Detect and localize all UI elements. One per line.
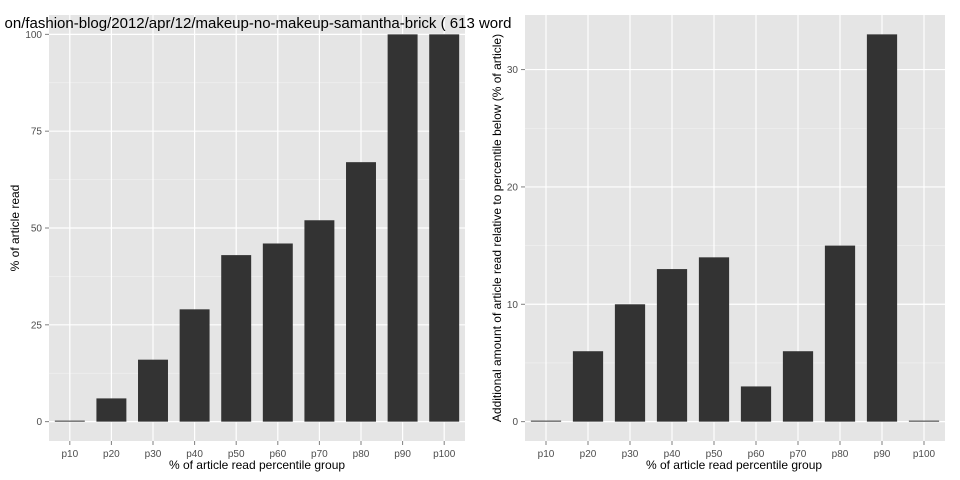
left-y-tick-label: 75 — [31, 127, 43, 138]
right-x-tick-label-p80: p80 — [832, 449, 849, 460]
right-bar-p90 — [866, 34, 898, 422]
left-y-axis-title: % of article read — [8, 185, 22, 272]
left-bar-p40 — [179, 309, 210, 422]
left-y-tick-label: 25 — [31, 320, 43, 331]
left-bar-p70 — [304, 220, 335, 422]
left-x-tick-label-p90: p90 — [394, 449, 411, 460]
left-x-tick-label-p100: p100 — [433, 449, 456, 460]
left-bar-p80 — [346, 162, 376, 422]
right-x-tick-label-p30: p30 — [622, 449, 639, 460]
left-bar-p20 — [96, 398, 127, 422]
right-bar-p50 — [698, 257, 730, 422]
left-bar-p50 — [221, 255, 252, 422]
left-chart-title: on/fashion-blog/2012/apr/12/makeup-no-ma… — [5, 15, 512, 32]
right-bar-p10 — [530, 420, 562, 422]
right-x-tick-labels: p10 p20 p30 p40 p50 p60 p70 p80 p90 p100 — [538, 449, 936, 460]
right-x-tick-label-p40: p40 — [664, 449, 681, 460]
right-bar-p40 — [656, 269, 688, 422]
left-bar-p100 — [429, 34, 460, 422]
right-y-tick-label: 0 — [512, 417, 518, 428]
right-bar-p80 — [824, 245, 856, 422]
right-y-tick-label: 10 — [507, 300, 519, 311]
left-x-tick-label-p30: p30 — [145, 449, 162, 460]
right-bar-p60 — [740, 386, 772, 422]
left-x-tick-label-p70: p70 — [311, 449, 328, 460]
left-bars — [54, 34, 460, 422]
right-x-tick-label-p20: p20 — [580, 449, 597, 460]
left-x-tick-label-p40: p40 — [186, 449, 203, 460]
right-y-tick-labels: 0 10 20 30 — [507, 65, 519, 428]
right-y-axis-title: Additional amount of article read relati… — [490, 34, 504, 422]
left-x-tick-label-p20: p20 — [103, 449, 120, 460]
right-y-tick-label: 30 — [507, 65, 519, 76]
left-y-tick-label: 100 — [25, 30, 42, 41]
left-x-tick-label-p50: p50 — [228, 449, 245, 460]
right-bar-p70 — [782, 351, 814, 422]
left-y-tick-label: 0 — [36, 417, 42, 428]
right-bars — [530, 34, 940, 422]
right-x-tick-label-p70: p70 — [790, 449, 807, 460]
right-x-tick-label-p100: p100 — [913, 449, 936, 460]
left-x-tick-label-p10: p10 — [61, 449, 78, 460]
left-bar-p60 — [262, 243, 293, 422]
left-y-tick-labels: 0 25 50 75 100 — [25, 30, 42, 428]
left-x-tick-label-p80: p80 — [353, 449, 370, 460]
left-bar-p90 — [387, 34, 418, 422]
left-x-tick-labels: p10 p20 p30 p40 p50 p60 p70 p80 p90 p100 — [61, 449, 455, 460]
left-y-tick-label: 50 — [31, 224, 43, 235]
left-bar-p30 — [138, 359, 168, 422]
right-bar-p100 — [908, 420, 940, 422]
right-x-tick-label-p60: p60 — [748, 449, 765, 460]
left-x-tick-label-p60: p60 — [269, 449, 286, 460]
right-x-tick-label-p10: p10 — [538, 449, 555, 460]
right-x-tick-label-p90: p90 — [874, 449, 891, 460]
right-x-axis-title: % of article read percentile group — [646, 458, 822, 472]
right-bar-p20 — [572, 351, 604, 422]
right-bar-p30 — [614, 304, 646, 422]
right-y-tick-label: 20 — [507, 182, 519, 193]
right-x-tick-label-p50: p50 — [706, 449, 723, 460]
left-x-axis-title: % of article read percentile group — [169, 458, 345, 472]
left-bar-p10 — [54, 420, 85, 422]
